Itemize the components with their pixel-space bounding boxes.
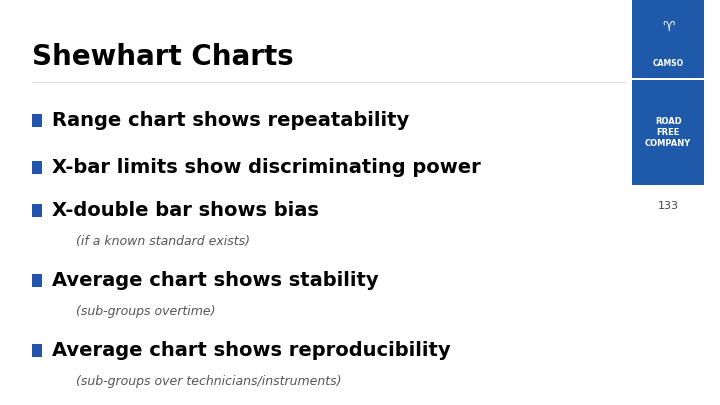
Text: (sub-groups over technicians/instruments): (sub-groups over technicians/instruments… bbox=[76, 375, 341, 388]
Text: CAMSO: CAMSO bbox=[652, 59, 684, 68]
FancyBboxPatch shape bbox=[32, 204, 42, 217]
FancyBboxPatch shape bbox=[32, 161, 42, 174]
Text: X-bar limits show discriminating power: X-bar limits show discriminating power bbox=[52, 158, 480, 177]
Text: Average chart shows stability: Average chart shows stability bbox=[52, 271, 379, 290]
Text: X-double bar shows bias: X-double bar shows bias bbox=[52, 201, 319, 220]
FancyBboxPatch shape bbox=[632, 80, 704, 185]
Text: Average chart shows reproducibility: Average chart shows reproducibility bbox=[52, 341, 451, 360]
FancyBboxPatch shape bbox=[632, 0, 704, 78]
FancyBboxPatch shape bbox=[32, 344, 42, 357]
Text: ROAD
FREE
COMPANY: ROAD FREE COMPANY bbox=[645, 117, 691, 148]
Text: 133: 133 bbox=[657, 201, 679, 211]
Text: Range chart shows repeatability: Range chart shows repeatability bbox=[52, 111, 409, 130]
Text: ♈: ♈ bbox=[662, 20, 675, 34]
Text: Shewhart Charts: Shewhart Charts bbox=[32, 43, 294, 71]
FancyBboxPatch shape bbox=[32, 114, 42, 127]
FancyBboxPatch shape bbox=[32, 274, 42, 287]
Text: (if a known standard exists): (if a known standard exists) bbox=[76, 235, 250, 248]
Text: (sub-groups overtime): (sub-groups overtime) bbox=[76, 305, 215, 318]
